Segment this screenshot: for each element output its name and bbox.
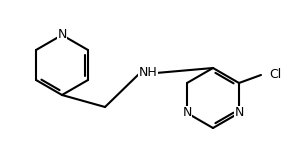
Text: Cl: Cl bbox=[269, 69, 281, 82]
Text: N: N bbox=[182, 107, 192, 119]
Text: N: N bbox=[234, 107, 244, 119]
Text: NH: NH bbox=[139, 66, 157, 79]
Text: N: N bbox=[57, 29, 67, 41]
